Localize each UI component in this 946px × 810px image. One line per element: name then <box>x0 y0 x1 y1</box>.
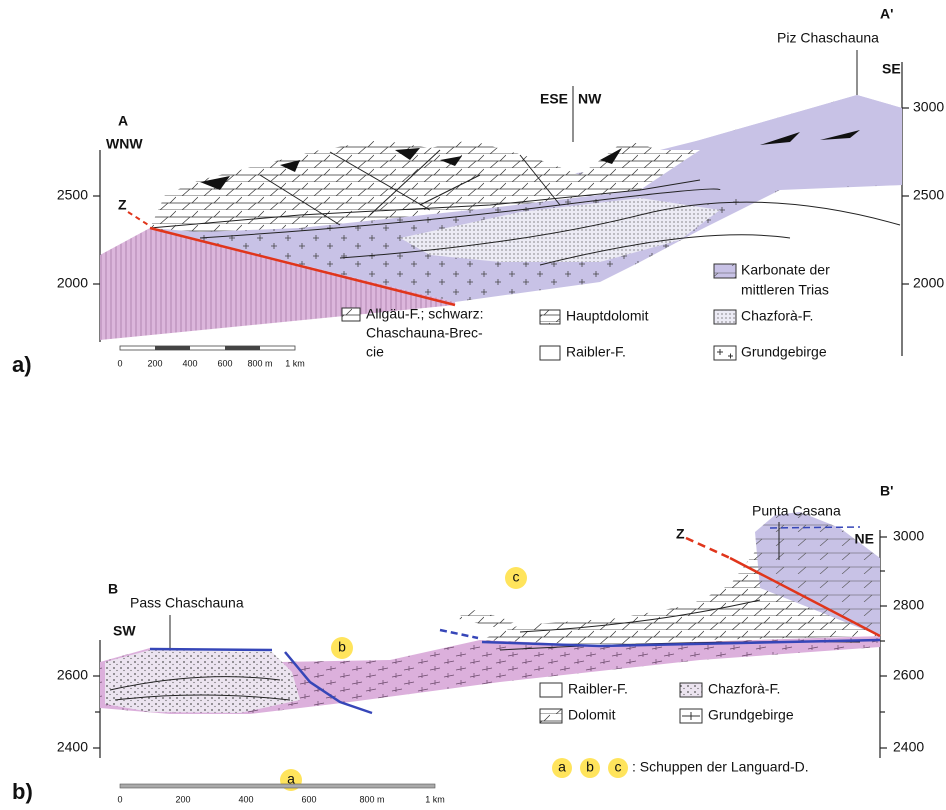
elevation-label: 2500 <box>57 187 88 203</box>
chazfora <box>105 650 300 713</box>
legend-swatch <box>540 310 560 324</box>
scale-label: 400 <box>238 794 253 804</box>
scale-label: 800 m <box>247 358 272 368</box>
section-start: B <box>108 581 118 597</box>
panel-a: 2500 2000 3000 2500 2000 Z A WNW A' Piz … <box>12 6 944 377</box>
legend-swatch <box>714 346 736 360</box>
direction: ESE <box>540 91 568 107</box>
legend-label: Dolomit <box>568 707 616 723</box>
scale-bar <box>120 784 435 788</box>
legend-label: Grundgebirge <box>741 344 827 360</box>
legend-label: Raibler-F. <box>566 344 626 360</box>
elevation-label: 2000 <box>57 275 88 291</box>
fault-label: Z <box>118 197 127 213</box>
elevation-label: 2800 <box>893 597 924 613</box>
legend-swatch <box>680 683 702 697</box>
direction: NE <box>855 531 874 547</box>
legend-label: Allgäu-F.; schwarz: <box>366 306 483 322</box>
legend-label: Hauptdolomit <box>566 308 649 324</box>
scale-label: 1 km <box>285 358 305 368</box>
elevation-label: 2600 <box>57 667 88 683</box>
scale-bar <box>120 346 295 350</box>
legend-note: : Schuppen der Languard-D. <box>632 759 809 775</box>
elevation-label: 2000 <box>913 275 944 291</box>
body: { "panel_a": { "label": "a)", "start_poi… <box>0 0 946 810</box>
page: Profile html, body { margin: 0; padding:… <box>0 0 946 810</box>
elevation-label: 2500 <box>913 187 944 203</box>
elevation-label: 3000 <box>893 528 924 544</box>
elevation-label: 2400 <box>57 739 88 755</box>
legend-label: Karbonate der <box>741 262 830 278</box>
legend-swatch <box>714 264 736 278</box>
klippe <box>455 610 515 628</box>
scale-label: 0 <box>117 794 122 804</box>
legend-swatch <box>342 308 360 321</box>
pass-label: Pass Chaschauna <box>130 595 244 611</box>
scale-label: 1 km <box>425 794 445 804</box>
elevation-label: 3000 <box>913 99 944 115</box>
peak-label: Punta Casana <box>752 503 841 519</box>
legend-label: cie <box>366 344 384 360</box>
legend-unit-label: c <box>615 759 622 775</box>
direction: NW <box>578 91 602 107</box>
section-start: A <box>118 113 128 129</box>
legend-swatch <box>714 310 736 324</box>
unit-label: c <box>513 569 520 585</box>
legend-unit-label: b <box>586 759 594 775</box>
direction: SE <box>882 61 901 77</box>
scale-label: 600 <box>301 794 316 804</box>
legend-swatch <box>540 709 562 723</box>
legend-label: Grundgebirge <box>708 707 794 723</box>
legend-label: Chaschauna-Brec- <box>366 325 483 341</box>
fault-extension <box>128 212 150 226</box>
fault-label: Z <box>676 526 685 542</box>
peak-label: Piz Chaschauna <box>777 30 879 46</box>
direction: SW <box>113 623 136 639</box>
scale-label: 800 m <box>359 794 384 804</box>
legend-label: Chazforà-F. <box>708 681 780 697</box>
unit-label: b <box>338 639 346 655</box>
direction: WNW <box>106 136 143 152</box>
panel-b: 2600 2400 3000 2800 2600 2400 Z B SW Pas… <box>12 483 924 805</box>
figure: 2500 2000 3000 2500 2000 Z A WNW A' Piz … <box>0 0 946 810</box>
scale-label: 200 <box>175 794 190 804</box>
fault-extension <box>686 538 730 558</box>
scale-label: 0 <box>117 358 122 368</box>
legend-label: mittleren Trias <box>741 282 829 298</box>
scale-label: 200 <box>147 358 162 368</box>
legend-label: Raibler-F. <box>568 681 628 697</box>
section-end: A' <box>880 6 893 22</box>
scale-label: 400 <box>182 358 197 368</box>
legend-swatch <box>540 346 560 360</box>
scale-label: 600 <box>217 358 232 368</box>
legend-unit-label: a <box>558 759 566 775</box>
panel-label: a) <box>12 352 32 377</box>
elevation-label: 2400 <box>893 739 924 755</box>
elevation-label: 2600 <box>893 667 924 683</box>
section-end: B' <box>880 483 893 499</box>
legend-label: Chazforà-F. <box>741 308 813 324</box>
panel-label: b) <box>12 779 33 804</box>
legend-swatch <box>540 683 562 697</box>
